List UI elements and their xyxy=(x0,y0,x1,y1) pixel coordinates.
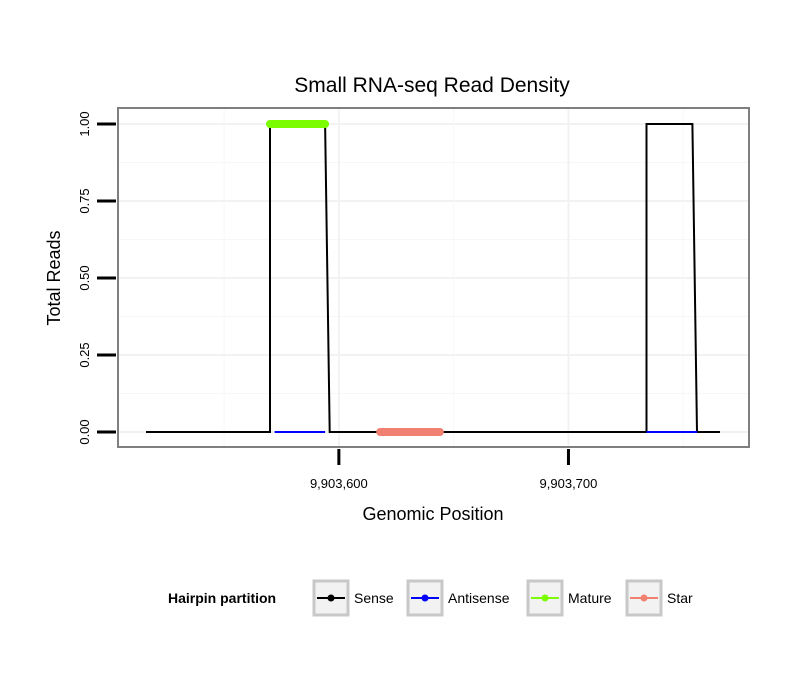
legend-dot-antisense xyxy=(421,594,429,602)
x-tick-label: 9,903,700 xyxy=(540,476,598,491)
legend-label-star: Star xyxy=(667,590,693,606)
chart-title: Small RNA-seq Read Density xyxy=(294,74,570,97)
data-series xyxy=(146,120,720,436)
y-tick-label: 0.25 xyxy=(77,342,92,367)
x-tick-label: 9,903,600 xyxy=(310,476,368,491)
y-tick-label: 0.50 xyxy=(77,265,92,290)
series-line-sense xyxy=(146,123,720,433)
legend-label-mature: Mature xyxy=(568,590,612,606)
legend-label-sense: Sense xyxy=(354,590,394,606)
x-axis: 9,903,600 9,903,700 xyxy=(310,449,597,491)
y-tick-label: 0.75 xyxy=(77,188,92,213)
x-axis-label: Genomic Position xyxy=(362,504,503,524)
y-tick-label: 0.00 xyxy=(77,419,92,444)
legend-dot-mature xyxy=(541,594,549,602)
legend-label-antisense: Antisense xyxy=(448,590,510,606)
y-axis-label: Total Reads xyxy=(44,230,64,325)
legend-dot-star xyxy=(640,594,648,602)
legend: Hairpin partition Sense Antisense Mature St… xyxy=(168,579,693,617)
legend-dot-sense xyxy=(327,594,335,602)
legend-title: Hairpin partition xyxy=(168,590,276,606)
y-axis: 0.00 0.25 0.50 0.75 1.00 xyxy=(77,111,116,445)
y-tick-label: 1.00 xyxy=(77,111,92,136)
